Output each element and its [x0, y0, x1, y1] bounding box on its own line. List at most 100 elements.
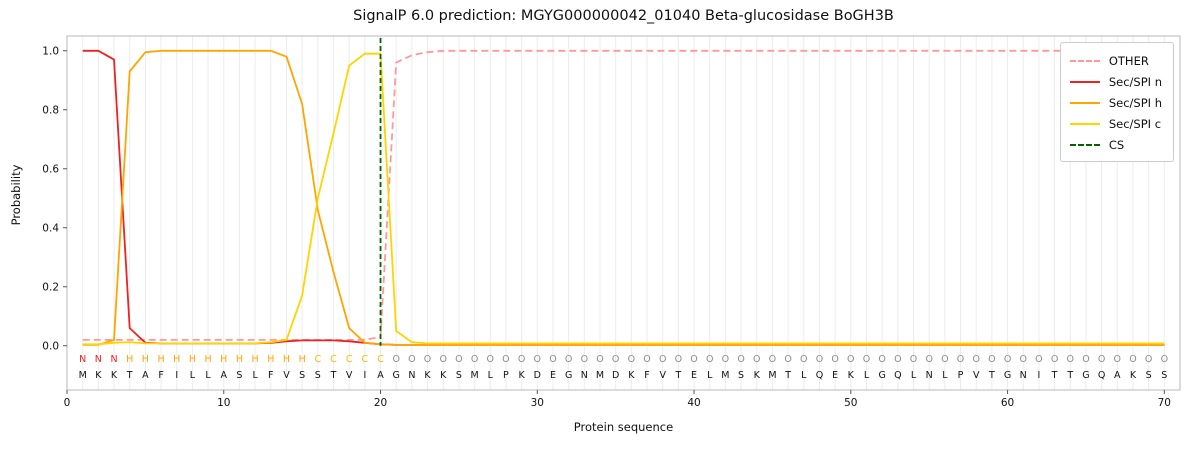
svg-text:Q: Q	[894, 370, 901, 381]
svg-text:L: L	[252, 370, 258, 381]
svg-text:M: M	[768, 370, 776, 381]
svg-text:O: O	[424, 354, 431, 365]
svg-text:O: O	[988, 354, 995, 365]
svg-text:T: T	[1051, 370, 1058, 381]
svg-text:D: D	[534, 370, 541, 381]
legend-item-sec-spi-h: Sec/SPI h	[1069, 92, 1162, 113]
svg-text:L: L	[190, 370, 196, 381]
svg-text:50: 50	[844, 397, 857, 409]
svg-text:N: N	[581, 370, 588, 381]
svg-text:O: O	[1067, 354, 1074, 365]
legend-label-sec-spi-h: Sec/SPI h	[1108, 95, 1162, 110]
legend-item-sec-spi-n: Sec/SPI n	[1069, 71, 1162, 92]
svg-text:I: I	[175, 370, 178, 381]
svg-text:O: O	[439, 354, 446, 365]
svg-text:60: 60	[1001, 397, 1014, 409]
svg-text:O: O	[847, 354, 854, 365]
legend-label-other: OTHER	[1108, 53, 1149, 68]
svg-text:O: O	[612, 354, 619, 365]
svg-text:E: E	[691, 370, 697, 381]
svg-text:P: P	[958, 370, 964, 381]
svg-text:H: H	[126, 354, 133, 365]
svg-text:H: H	[267, 354, 274, 365]
svg-text:O: O	[706, 354, 713, 365]
svg-text:C: C	[362, 354, 369, 365]
svg-text:O: O	[816, 354, 823, 365]
svg-text:N: N	[79, 354, 86, 365]
svg-text:0.0: 0.0	[42, 340, 59, 352]
svg-text:H: H	[236, 354, 243, 365]
legend-item-other: OTHER	[1069, 50, 1162, 71]
svg-text:H: H	[252, 354, 259, 365]
svg-text:70: 70	[1158, 397, 1171, 409]
svg-text:N: N	[408, 370, 415, 381]
svg-text:T: T	[674, 370, 681, 381]
svg-text:O: O	[1114, 354, 1121, 365]
svg-text:P: P	[503, 370, 509, 381]
svg-text:O: O	[863, 354, 870, 365]
legend-line-sec-spi-c	[1069, 122, 1100, 125]
svg-text:S: S	[456, 370, 462, 381]
svg-text:L: L	[864, 370, 870, 381]
svg-text:A: A	[221, 370, 228, 381]
svg-text:K: K	[754, 370, 761, 381]
svg-text:E: E	[832, 370, 838, 381]
svg-text:S: S	[1146, 370, 1152, 381]
svg-text:K: K	[628, 370, 635, 381]
svg-text:S: S	[1161, 370, 1167, 381]
legend-label-sec-spi-c: Sec/SPI c	[1108, 116, 1162, 131]
svg-text:D: D	[612, 370, 619, 381]
svg-text:40: 40	[687, 397, 700, 409]
legend: OTHER Sec/SPI n Sec/SPI h Sec/SPI c CS	[1059, 42, 1174, 162]
svg-text:C: C	[314, 354, 321, 365]
svg-text:S: S	[299, 370, 305, 381]
svg-text:F: F	[158, 370, 163, 381]
svg-text:T: T	[126, 370, 133, 381]
svg-text:O: O	[1004, 354, 1011, 365]
svg-text:O: O	[675, 354, 682, 365]
svg-text:M: M	[596, 370, 604, 381]
svg-text:S: S	[236, 370, 242, 381]
svg-text:O: O	[941, 354, 948, 365]
svg-text:O: O	[659, 354, 666, 365]
svg-text:O: O	[769, 354, 776, 365]
svg-text:O: O	[581, 354, 588, 365]
svg-text:L: L	[942, 370, 948, 381]
svg-text:H: H	[173, 354, 180, 365]
svg-text:M: M	[79, 370, 87, 381]
legend-line-cs	[1069, 143, 1100, 146]
svg-text:H: H	[299, 354, 306, 365]
svg-text:L: L	[707, 370, 713, 381]
svg-text:O: O	[925, 354, 932, 365]
svg-text:T: T	[784, 370, 791, 381]
svg-text:O: O	[910, 354, 917, 365]
svg-text:S: S	[315, 370, 321, 381]
svg-text:C: C	[377, 354, 384, 365]
svg-text:K: K	[111, 370, 118, 381]
svg-text:O: O	[831, 354, 838, 365]
svg-text:C: C	[330, 354, 337, 365]
svg-text:T: T	[1066, 370, 1073, 381]
svg-text:O: O	[1051, 354, 1058, 365]
svg-text:F: F	[268, 370, 273, 381]
svg-text:O: O	[894, 354, 901, 365]
svg-text:O: O	[753, 354, 760, 365]
svg-text:N: N	[95, 354, 102, 365]
svg-text:0.4: 0.4	[42, 222, 59, 234]
svg-text:20: 20	[374, 397, 387, 409]
x-axis-label: Protein sequence	[573, 420, 674, 434]
svg-text:O: O	[1035, 354, 1042, 365]
svg-text:A: A	[377, 370, 384, 381]
svg-text:N: N	[110, 354, 117, 365]
svg-text:O: O	[1019, 354, 1026, 365]
svg-text:K: K	[95, 370, 102, 381]
svg-text:O: O	[957, 354, 964, 365]
svg-text:O: O	[596, 354, 603, 365]
svg-text:L: L	[488, 370, 494, 381]
svg-text:I: I	[363, 370, 366, 381]
svg-text:K: K	[440, 370, 447, 381]
svg-text:O: O	[392, 354, 399, 365]
svg-text:A: A	[1114, 370, 1121, 381]
